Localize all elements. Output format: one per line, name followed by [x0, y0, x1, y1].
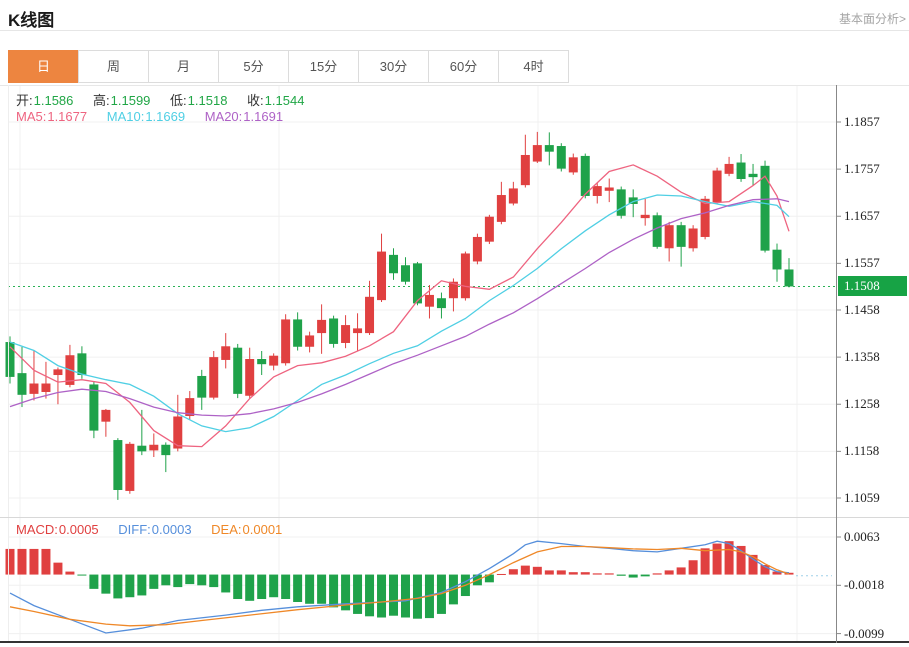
tab-5min[interactable]: 5分 — [218, 50, 289, 83]
macd-readout: MACD:0.0005 DIFF:0.0003 DEA:0.0001 — [16, 522, 282, 537]
tab-week[interactable]: 周 — [78, 50, 149, 83]
open-value: 1.1586 — [33, 93, 74, 108]
axis-label: 1.1657 — [844, 208, 880, 224]
macd-value: 0.0005 — [58, 522, 99, 537]
ma10-label: MA10: — [106, 109, 145, 124]
axis-label: 1.1158 — [844, 443, 880, 459]
axis-label: 1.1557 — [844, 255, 880, 271]
chart-area[interactable]: 开:1.1586 高:1.1599 低:1.1518 收:1.1544 MA5:… — [0, 85, 909, 647]
axis-label: 1.1059 — [844, 490, 880, 505]
fundamental-analysis-link[interactable]: 基本面分析> — [838, 12, 906, 26]
low-value: 1.1518 — [187, 93, 228, 108]
axis-label: -0.0018 — [844, 577, 885, 593]
current-price-badge: 1.1508 — [838, 276, 907, 297]
tab-day[interactable]: 日 — [8, 50, 79, 83]
ma20-value: 1.1691 — [243, 109, 284, 124]
diff-label: DIFF: — [118, 522, 151, 537]
dea-value: 0.0001 — [242, 522, 283, 537]
close-value: 1.1544 — [264, 93, 305, 108]
axis-label: 1.1358 — [844, 349, 880, 365]
ma20-label: MA20: — [204, 109, 243, 124]
axis-label: 1.1857 — [844, 114, 880, 129]
ma-readout: MA5:1.1677 MA10:1.1669 MA20:1.1691 — [16, 109, 283, 124]
axis-label: -0.0099 — [844, 625, 885, 641]
axis-label: 1.1458 — [844, 302, 880, 317]
high-label: 高: — [93, 93, 110, 108]
interval-tabbar: 日周月 5分 15分 30分 60分 4时 — [8, 50, 569, 83]
ma10-value: 1.1669 — [145, 109, 186, 124]
close-label: 收: — [247, 93, 264, 108]
high-value: 1.1599 — [110, 93, 151, 108]
macd-label: MACD: — [16, 522, 58, 537]
tab-month[interactable]: 月 — [148, 50, 219, 83]
kline-canvas[interactable] — [0, 85, 909, 647]
header-divider — [0, 30, 909, 31]
ohlc-readout: 开:1.1586 高:1.1599 低:1.1518 收:1.1544 — [16, 90, 304, 109]
axis-label: 0.0063 — [844, 529, 880, 544]
page-title: K线图 — [8, 11, 55, 30]
ma5-value: 1.1677 — [47, 109, 88, 124]
tab-30min[interactable]: 30分 — [358, 50, 429, 83]
open-label: 开: — [16, 93, 33, 108]
axis-label: 1.1757 — [844, 161, 880, 177]
ma5-label: MA5: — [16, 109, 47, 124]
tab-15min[interactable]: 15分 — [288, 50, 359, 83]
diff-value: 0.0003 — [151, 522, 192, 537]
tab-4hour[interactable]: 4时 — [498, 50, 569, 83]
dea-label: DEA: — [211, 522, 242, 537]
tab-60min[interactable]: 60分 — [428, 50, 499, 83]
low-label: 低: — [170, 93, 187, 108]
axis-label: 1.1258 — [844, 396, 880, 412]
